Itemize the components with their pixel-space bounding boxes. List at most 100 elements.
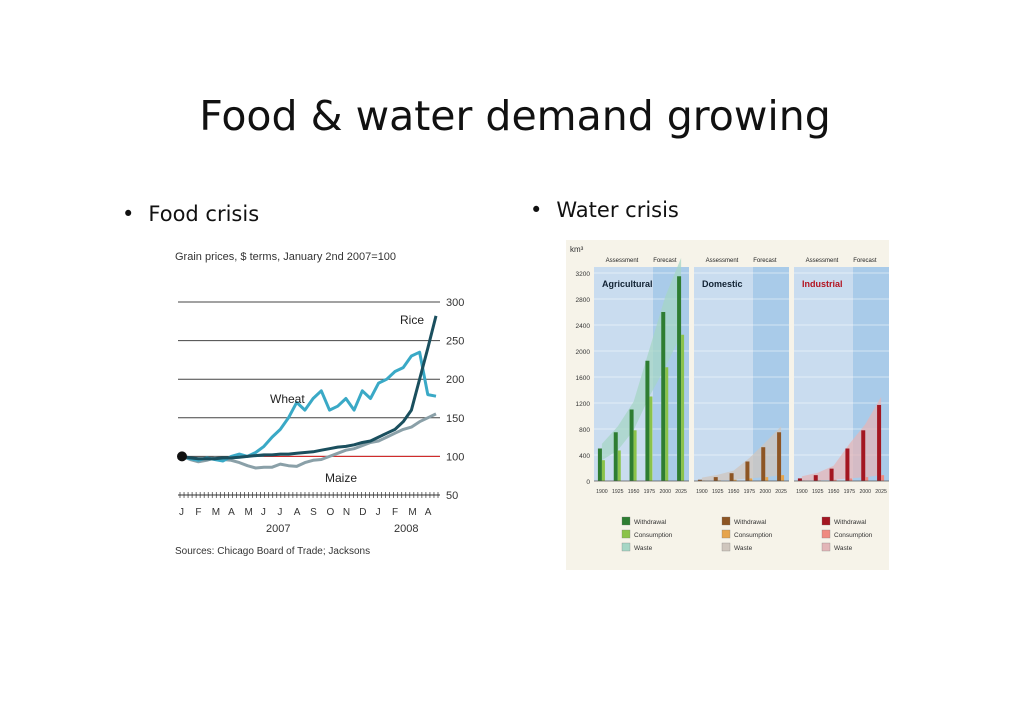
series-label-maize: Maize xyxy=(325,471,357,485)
bar-withdrawal xyxy=(797,478,802,481)
x-tick-label: S xyxy=(310,507,317,518)
y-tick-label: 3200 xyxy=(576,271,591,278)
x-tick-label: 1900 xyxy=(696,489,708,495)
legend-label: Withdrawal xyxy=(834,519,867,526)
bullet-dot: • xyxy=(122,202,135,226)
x-tick-label: 1975 xyxy=(644,489,656,495)
legend-label: Waste xyxy=(634,545,653,552)
x-tick-label: 2025 xyxy=(675,489,687,495)
series-label-rice: Rice xyxy=(400,313,424,327)
panel-agricultural: Assessment Forecast Agricultural 1900 1925 19… xyxy=(594,257,689,495)
y-tick-label: 1600 xyxy=(576,375,591,382)
x-tick-label: A xyxy=(228,507,235,518)
legend-swatch xyxy=(621,542,631,552)
legend-label: Consumption xyxy=(634,532,673,539)
x-tick-label: A xyxy=(294,507,301,518)
chart-title: Grain prices, $ terms, January 2nd 2007=… xyxy=(175,251,396,263)
bar-withdrawal xyxy=(861,430,866,481)
x-tick-label: 2000 xyxy=(859,489,871,495)
legend-label: Consumption xyxy=(734,532,773,539)
bar-consumption xyxy=(649,396,653,481)
bar-consumption xyxy=(833,479,837,481)
x-tick-label: J xyxy=(261,507,266,518)
bar-consumption xyxy=(749,478,753,481)
bar-consumption xyxy=(849,478,853,481)
x-tick-label: 1975 xyxy=(844,489,856,495)
panel-domestic: Assessment Forecast Domestic 1900 1925 1950 19… xyxy=(694,258,789,495)
legend-swatch xyxy=(721,516,731,526)
legend-label: Consumption xyxy=(834,532,873,539)
water-withdrawal-chart: km³ 0 400 800 1200 1600 2000 2400 2800 3200 Asse… xyxy=(566,240,889,570)
x-tick-label: N xyxy=(343,507,350,518)
bar-consumption xyxy=(781,475,785,481)
bar-consumption xyxy=(665,367,669,481)
x-tick-label: A xyxy=(425,507,432,518)
x-tick-label: M xyxy=(212,507,220,518)
y-tick-label: 2400 xyxy=(576,323,591,330)
bar-withdrawal xyxy=(629,409,634,481)
header-assessment: Assessment xyxy=(806,258,839,264)
year-label-2007: 2007 xyxy=(266,523,290,535)
bar-withdrawal xyxy=(761,447,766,481)
series-line-rice xyxy=(181,315,438,461)
bar-withdrawal xyxy=(645,360,650,481)
x-tick-label: 1925 xyxy=(612,489,624,495)
slide-title: Food & water demand growing xyxy=(199,92,831,140)
panel-name: Domestic xyxy=(702,279,743,289)
x-tick-label: 1900 xyxy=(796,489,808,495)
series-label-wheat: Wheat xyxy=(270,392,305,406)
x-tick-label: 1950 xyxy=(828,489,840,495)
water-withdrawal-svg: km³ 0 400 800 1200 1600 2000 2400 2800 3200 Asse… xyxy=(570,245,889,552)
y-tick-label: 2800 xyxy=(576,297,591,304)
legend-label: Waste xyxy=(734,545,753,552)
bullet-dot: • xyxy=(530,198,543,222)
x-tick-label: 1925 xyxy=(812,489,824,495)
y-tick-label: 150 xyxy=(446,413,464,425)
start-point-marker xyxy=(177,451,187,462)
legend-swatch xyxy=(821,529,831,539)
x-tick-label: F xyxy=(195,507,201,518)
x-tick-label: J xyxy=(277,507,282,518)
legend-label: Withdrawal xyxy=(734,519,767,526)
header-forecast: Forecast xyxy=(753,258,777,264)
y-tick-label: 1200 xyxy=(576,401,591,408)
x-tick-label: D xyxy=(359,507,366,518)
y-tick-label: 400 xyxy=(579,453,590,460)
grain-prices-chart: Grain prices, $ terms, January 2nd 2007=… xyxy=(170,240,488,570)
bar-withdrawal xyxy=(713,477,718,481)
bar-withdrawal xyxy=(877,404,882,481)
x-tick-label: 2000 xyxy=(759,489,771,495)
x-tick-label: O xyxy=(326,507,334,518)
x-tick-label: 1975 xyxy=(744,489,756,495)
x-tick-label: M xyxy=(408,507,416,518)
y-tick-label: 300 xyxy=(446,297,464,309)
x-tick-label: 1950 xyxy=(628,489,640,495)
legend-label: Withdrawal xyxy=(634,519,667,526)
header-assessment: Assessment xyxy=(606,258,639,264)
assessment-background xyxy=(794,267,853,481)
series-line-wheat xyxy=(181,350,437,463)
legend-swatch xyxy=(721,542,731,552)
bar-withdrawal xyxy=(613,432,618,481)
bar-withdrawal xyxy=(813,475,818,481)
bar-withdrawal xyxy=(745,461,750,481)
bar-withdrawal xyxy=(597,448,602,481)
x-tick-label: J xyxy=(179,507,184,518)
legend-swatch xyxy=(821,516,831,526)
bar-consumption xyxy=(865,477,869,481)
y-tick-label: 200 xyxy=(446,374,464,386)
bar-consumption xyxy=(765,477,769,481)
x-tick-label: 1900 xyxy=(596,489,608,495)
bar-withdrawal xyxy=(845,448,850,481)
x-tick-label: J xyxy=(376,507,381,518)
bar-consumption xyxy=(681,334,685,481)
x-tick-label: 2025 xyxy=(775,489,787,495)
bullet-food-crisis: • Food crisis xyxy=(122,202,259,226)
y-tick-label: 250 xyxy=(446,336,464,348)
x-tick-label: 1950 xyxy=(728,489,740,495)
header-assessment: Assessment xyxy=(706,258,739,264)
y-tick-label: 50 xyxy=(446,490,458,502)
y-tick-label: 2000 xyxy=(576,349,591,356)
panel-industrial: Assessment Forecast Industrial 1900 1925 1950… xyxy=(794,258,889,495)
x-tick-label: 2025 xyxy=(875,489,887,495)
